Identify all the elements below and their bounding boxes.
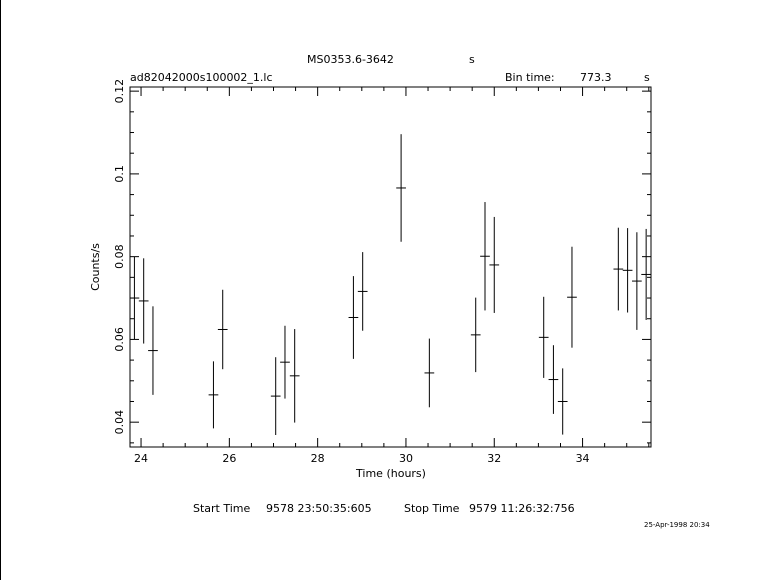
start-time-value: 9578 23:50:35:605 — [266, 502, 372, 515]
data-point — [289, 329, 300, 423]
data-point — [148, 306, 158, 395]
x-tick-label: 30 — [399, 452, 413, 465]
y-tick-label: 0.06 — [113, 327, 126, 352]
data-point — [548, 345, 559, 414]
data-point — [270, 357, 281, 435]
data-point — [208, 361, 219, 429]
plot-frame — [129, 86, 652, 448]
data-point — [557, 368, 568, 435]
x-tick-label: 24 — [134, 452, 148, 465]
y-tick-label: 0.1 — [113, 165, 126, 183]
source-unit: s — [469, 53, 475, 66]
bin-time-value: 773.3 — [580, 71, 612, 84]
axis-ticks — [130, 87, 651, 447]
bin-time-unit: s — [644, 71, 650, 84]
data-point — [641, 228, 651, 320]
stop-time-label: Stop Time — [404, 502, 460, 515]
y-tick-label: 0.08 — [113, 244, 126, 269]
y-tick-label: 0.12 — [113, 79, 126, 104]
x-tick-label: 28 — [311, 452, 325, 465]
x-tick-label: 34 — [576, 452, 590, 465]
data-point — [632, 232, 642, 330]
x-tick-label: 32 — [487, 452, 501, 465]
stop-time-value: 9579 11:26:32:756 — [469, 502, 575, 515]
data-point — [357, 252, 368, 331]
file-name: ad82042000s100002_1.lc — [130, 71, 273, 84]
data-point — [470, 297, 481, 373]
data-point — [129, 256, 140, 340]
data-point — [480, 202, 490, 311]
data-point — [348, 276, 359, 359]
data-points — [129, 134, 651, 435]
data-point — [280, 325, 290, 399]
start-time-label: Start Time — [193, 502, 251, 515]
data-point — [489, 216, 500, 313]
data-point — [217, 289, 228, 370]
bin-time-label: Bin time: — [505, 71, 555, 84]
data-point — [396, 134, 406, 242]
date-stamp: 25-Apr-1998 20:34 — [644, 521, 710, 529]
data-point — [138, 258, 149, 344]
y-axis-label: Counts/s — [89, 243, 102, 291]
source-name: MS0353.6-3642 — [307, 53, 394, 66]
x-tick-label: 26 — [222, 452, 236, 465]
data-point — [538, 296, 549, 378]
y-tick-label: 0.04 — [113, 410, 126, 435]
data-point — [567, 246, 577, 348]
x-axis-label: Time (hours) — [355, 467, 426, 480]
tick-labels: 24 26 28 30 32 34 0.04 0.06 0.08 0.1 0.12 — [113, 79, 590, 465]
data-point — [424, 338, 435, 408]
data-point — [613, 227, 624, 311]
data-point — [622, 228, 633, 313]
